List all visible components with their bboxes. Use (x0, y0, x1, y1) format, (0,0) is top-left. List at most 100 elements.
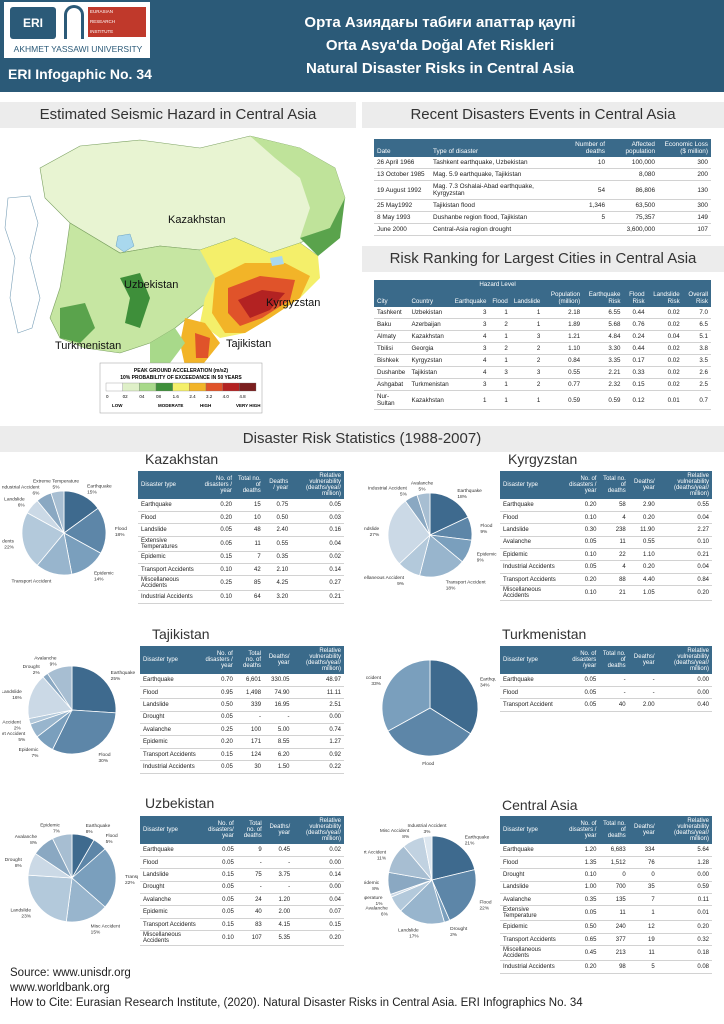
uzbekistan-title: Uzbekistan (145, 795, 215, 811)
hazard-level-header: Hazard Level (451, 280, 544, 289)
kyrgyzstan-title: Kyrgyzstan (508, 451, 578, 467)
legend-level: MODERATE (158, 403, 183, 408)
stats-row: Miscellaneous Accidents 0.25 85 4.25 0.27 (138, 575, 344, 592)
pie-label: Avalanche 5% (411, 481, 434, 493)
legend-ticks: 0 02 04 08 1.6 2.4 3.2 4.0 4.8 (106, 394, 246, 399)
central-asia-title: Central Asia (502, 797, 578, 813)
recent-header-row: Date Type of disaster Number of deaths A… (374, 139, 711, 157)
stats-row: Transport Accidents 0.10 42 2.10 0.14 (138, 563, 344, 577)
legend-subtitle: 10% PROBABILITY OF EXCEEDANCE IN 50 YEAR… (120, 375, 242, 381)
header-banner: ERI EURASIAN RESEARCH INSTITUTE AKHMET Y… (0, 0, 724, 92)
stats-title: Disaster Risk Statistics (1988-2007) (242, 430, 482, 447)
pie-slice (419, 534, 463, 578)
legend-levels: LOW MODERATE HIGH VERY HIGH (112, 403, 261, 408)
stats-row: Landslide 0.15 75 3.75 0.14 (140, 868, 344, 882)
pie-label: Epidemic 7% (40, 822, 60, 834)
stats-row: Transport Accident 0.05 40 2.00 0.40 (500, 698, 712, 712)
stats-row: Industrial Accidents 0.05 4 0.20 0.04 (500, 560, 712, 574)
ranking-header-row: City Country Earthquake Flood Landslide … (374, 289, 711, 307)
legend-swatch (139, 382, 157, 392)
pie-label: Transport Accident33% (366, 675, 382, 687)
stats-header-row: Disaster type No. of disasters /year Total… (500, 646, 712, 674)
eri-logo: ERI EURASIAN RESEARCH INSTITUTE AKHMET Y… (4, 2, 150, 58)
turkmenistan-title: Turkmenistan (502, 626, 587, 642)
pie-label: Landslide 16% (2, 689, 23, 701)
pie-label: Transport Accident 18% (446, 580, 486, 592)
stats-row: Avalanche 0.25 100 5.00 0.74 (140, 723, 344, 737)
legend-tick: 3.2 (206, 394, 213, 399)
pie-slice (400, 879, 445, 925)
map-label-tajikistan: Tajikistan (226, 338, 271, 350)
turkmenistan-stats-table: Disaster type No. of disasters /year Total… (500, 646, 712, 712)
seismic-band: Estimated Seismic Hazard in Central Asia (0, 102, 356, 128)
stats-row: Flood 0.20 10 0.50 0.03 (138, 511, 344, 525)
map-label-kyrgyzstan: Kyrgyzstan (266, 297, 320, 309)
pie-slice (27, 676, 73, 720)
stats-row: Epidemic 0.15 7 0.35 0.02 (138, 551, 344, 565)
kazakhstan-stats-table: Disaster type No. of disasters / year Tota… (138, 471, 344, 604)
stats-row: Epidemic 0.50 240 12 0.20 (500, 920, 712, 934)
uzbekistan-stats-table: Disaster type No. of disasters/ year Total… (140, 816, 344, 947)
pie-slice (21, 512, 65, 566)
pie-label: Drought 2% (450, 926, 468, 938)
pie-label: Avalanche 9% (34, 655, 57, 667)
pie-slice (47, 665, 73, 712)
pie-label: Misc Accident 15% (91, 924, 121, 936)
stats-row: Industrial Accidents 0.20 98 5 0.08 (500, 960, 712, 974)
stats-row: Transport Accidents 0.15 124 6.20 0.92 (140, 748, 344, 762)
legend-tick: 04 (139, 394, 145, 399)
map-label-turkmenistan: Turkmenistan (55, 340, 121, 352)
stats-row: Earthquake 0.05- -0.00 (500, 674, 712, 687)
stats-row: Miscellaneous Accidents 0.10 107 5.35 0.20 (140, 930, 344, 947)
legend-tick: 0 (106, 394, 109, 399)
legend-tick: 4.8 (239, 394, 246, 399)
stats-row: Drought 0.10 0 0 0.00 (500, 868, 712, 882)
pie-label: Flood 9% (480, 523, 492, 535)
tajikistan-title: Tajikistan (152, 626, 210, 642)
stats-row: Avalanche 0.35 135 7 0.11 (500, 893, 712, 907)
pie-label: Industrial Accident 5% (368, 486, 408, 498)
legend-level: LOW (112, 403, 123, 408)
ranking-row: Bishkek Kyrgyzstan 4 1 2 0.84 3.35 0.17 0.02 3.5 (374, 354, 711, 367)
pie-label: Misc Accident 8% (380, 828, 410, 840)
ranking-row: Baku Azerbaijan 3 2 1 1.89 5.68 0.76 0.02 6.5 (374, 318, 711, 331)
pie-slice (416, 492, 431, 536)
stats-row: Industrial Accidents 0.10 64 3.20 0.21 (138, 590, 344, 604)
stats-row: Drought 0.05- -0.00 (140, 711, 344, 725)
legend-tick: 4.0 (223, 394, 230, 399)
stats-row: Flood 0.05- -0.00 (140, 856, 344, 870)
pie-slice (423, 835, 433, 881)
logo-mark: ERI (10, 7, 56, 39)
infographic-number: ERI Infogaphic No. 34 (8, 66, 152, 82)
ranking-row: Nur-Sultan Kazakhstan 1 1 1 0.59 0.59 0.12 0.01 0… (374, 390, 711, 410)
pie-label: Earthquake 18% (457, 488, 482, 500)
central-asia-pie-chart: Earthquake 21% Flood 22% Drought 2% Landslide 1… (364, 823, 492, 939)
pie-label: Earthquake 25% (111, 670, 136, 682)
ranking-row: Ashgabat Turkmenistan 3 1 2 0.77 2.32 0.15 0.02 2… (374, 378, 711, 391)
pie-label: Earthquake 21% (465, 834, 490, 846)
logo-arch-icon (64, 5, 84, 39)
ranking-row: Almaty Kazakhstan 4 1 3 1.21 4.84 0.24 0.04 5.1 (374, 330, 711, 343)
pie-slice (387, 500, 431, 565)
pie-label: Industrial Accident 3% (407, 823, 447, 835)
pie-label: Avalanche 6% (366, 905, 389, 917)
stats-row: Landslide 1.00 700 35 0.59 (500, 881, 712, 895)
pie-label: Earthquake 15% (87, 484, 112, 496)
stats-row: Miscellaneous Accidents 0.45 213 11 0.18 (500, 945, 712, 962)
stats-row: Avalanche 0.05 24 1.20 0.04 (140, 893, 344, 907)
pie-slice (71, 665, 117, 714)
pie-slice (52, 709, 117, 755)
legend-tick: 2.4 (189, 394, 196, 399)
recent-row: 8 May 1993 Dushanbe region flood, Tajikis… (374, 211, 711, 224)
legend-title: PEAK GROUND ACCELERATION (m/s2) (134, 368, 229, 374)
pie-label: Epidemic 9% (477, 551, 497, 563)
central-asia-stats-table: Disaster type No. of disasters / year Tota… (500, 816, 712, 974)
kyrgyzstan-pie-chart: Earthquake 18% Flood 9% Epidemic 9% Transport … (364, 481, 497, 592)
kazakhstan-pie-chart: Earthquake 15% Flood 18% Epidemic 14% Transpor… (2, 479, 127, 585)
pie-slice (27, 874, 73, 923)
seismic-title: Estimated Seismic Hazard in Central Asia (39, 106, 317, 123)
ranking-row: Dushanbe Tajikistan 4 3 3 0.55 2.21 0.33 0.02 2.6 (374, 366, 711, 379)
stats-header-row: Disaster type No. of disasters / year Tota… (138, 471, 344, 499)
legend-tick: 02 (123, 394, 129, 399)
